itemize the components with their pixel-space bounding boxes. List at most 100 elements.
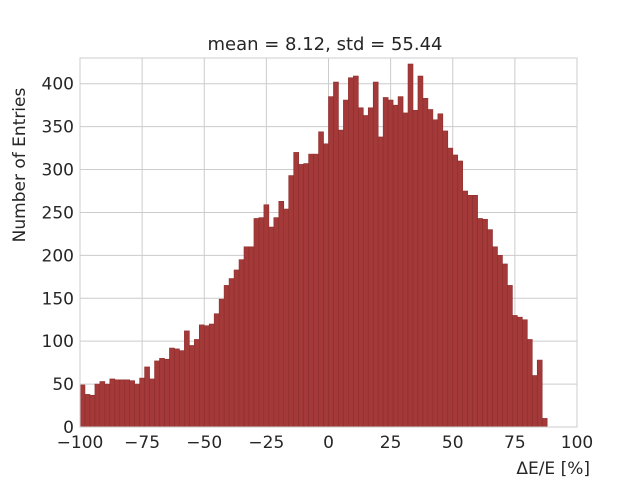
histogram-bar: [313, 153, 319, 428]
histogram-bar: [502, 263, 508, 428]
histogram-bar: [208, 323, 215, 428]
y-tick-label: 100: [42, 332, 74, 352]
y-tick-label: 400: [42, 75, 74, 95]
histogram-bar: [119, 379, 126, 428]
chart-title: mean = 8.12, std = 55.44: [207, 34, 442, 55]
x-tick-label: 75: [504, 433, 526, 453]
histogram-bar: [149, 378, 155, 428]
histogram-bar: [358, 107, 364, 428]
histogram-bar: [169, 347, 175, 428]
x-tick-label: 100: [561, 433, 593, 453]
y-tick-label: 300: [42, 161, 74, 181]
histogram-bar: [541, 418, 548, 428]
histogram-bar: [323, 143, 329, 428]
histogram-bar: [194, 339, 200, 428]
y-tick-label: 0: [63, 418, 74, 438]
x-tick-label: −25: [248, 433, 284, 453]
histogram-bar: [338, 129, 344, 428]
histogram-bar: [164, 358, 170, 428]
histogram-bar: [134, 383, 140, 428]
histogram-bar: [109, 378, 116, 428]
histogram-bar: [457, 160, 463, 428]
histogram-bar: [278, 201, 285, 428]
histogram-bar: [248, 246, 255, 428]
histogram-bar: [531, 375, 538, 428]
x-tick-label: 50: [442, 433, 464, 453]
histogram-bar: [422, 98, 429, 428]
histogram-bar: [343, 99, 349, 428]
histogram-bar: [233, 269, 240, 428]
histogram-bar: [492, 246, 498, 428]
histogram-bar: [124, 379, 131, 428]
x-tick-label: −100: [57, 433, 104, 453]
histogram-bar: [467, 195, 473, 428]
histogram-bar: [512, 315, 518, 428]
histogram-bar: [447, 147, 454, 428]
histogram-bar: [139, 377, 145, 428]
histogram-bar: [526, 339, 533, 428]
histogram-bar: [377, 136, 384, 428]
histogram-bar: [328, 96, 334, 428]
histogram-bar: [387, 99, 394, 428]
histogram-bar: [218, 298, 225, 428]
histogram-bar: [452, 154, 459, 428]
histogram-bar: [293, 152, 299, 428]
histogram-bar: [362, 115, 369, 428]
histogram-bar: [407, 63, 414, 428]
histogram-bar: [258, 217, 265, 428]
histogram-bar: [79, 384, 86, 428]
histogram-bar: [253, 218, 260, 428]
x-tick-label: −75: [124, 433, 160, 453]
y-tick-label: 250: [42, 203, 74, 223]
y-tick-label: 50: [52, 375, 74, 395]
histogram-bar: [427, 109, 434, 428]
histogram-bar: [367, 107, 374, 428]
histogram-bar: [84, 394, 91, 428]
histogram-bar: [477, 218, 483, 428]
histogram-bar: [189, 345, 195, 428]
histogram-bar: [497, 255, 503, 428]
histogram-bar: [298, 164, 304, 428]
histogram-bar: [198, 324, 205, 428]
histogram-bar: [228, 278, 235, 428]
histogram-bar: [487, 229, 493, 428]
histogram-bar: [442, 130, 449, 428]
histogram-bar: [223, 285, 230, 428]
histogram-bar: [89, 394, 96, 428]
histogram-bar: [402, 112, 409, 428]
y-axis-label: Number of Entries: [10, 88, 30, 243]
histogram-bar: [238, 259, 245, 428]
histogram-bar: [94, 383, 101, 428]
histogram-bar: [144, 366, 150, 428]
histogram-bar: [114, 379, 121, 428]
histogram-bar: [432, 119, 439, 428]
histogram-bar: [263, 204, 270, 428]
histogram-bar: [412, 110, 419, 428]
histogram-bar: [382, 97, 389, 428]
histogram-bar: [273, 217, 280, 428]
histogram-bar: [184, 330, 190, 428]
histogram-bar: [392, 104, 399, 428]
histogram-bar: [417, 75, 424, 428]
histogram-bar: [303, 163, 309, 428]
histogram-bar: [154, 360, 160, 428]
y-tick-labels: 0 50 100 150 200 250 300 350 400: [42, 75, 74, 438]
histogram-bar: [243, 246, 250, 428]
histogram-bar: [213, 313, 220, 428]
histogram-bar: [318, 131, 324, 428]
histogram-bar: [472, 195, 478, 428]
histogram-bar: [308, 153, 314, 428]
plot-frame: [79, 57, 578, 428]
histogram-bar: [353, 75, 359, 428]
histogram-bar: [372, 81, 379, 428]
histogram-bar: [159, 358, 165, 428]
histogram-bar: [104, 383, 111, 428]
histogram-bar: [129, 380, 135, 428]
histogram-bar: [462, 190, 468, 428]
histogram-bar: [348, 77, 354, 428]
y-tick-label: 150: [42, 289, 74, 309]
x-tick-label: −50: [186, 433, 222, 453]
histogram-bar: [507, 285, 513, 428]
x-tick-label: 0: [323, 433, 334, 453]
